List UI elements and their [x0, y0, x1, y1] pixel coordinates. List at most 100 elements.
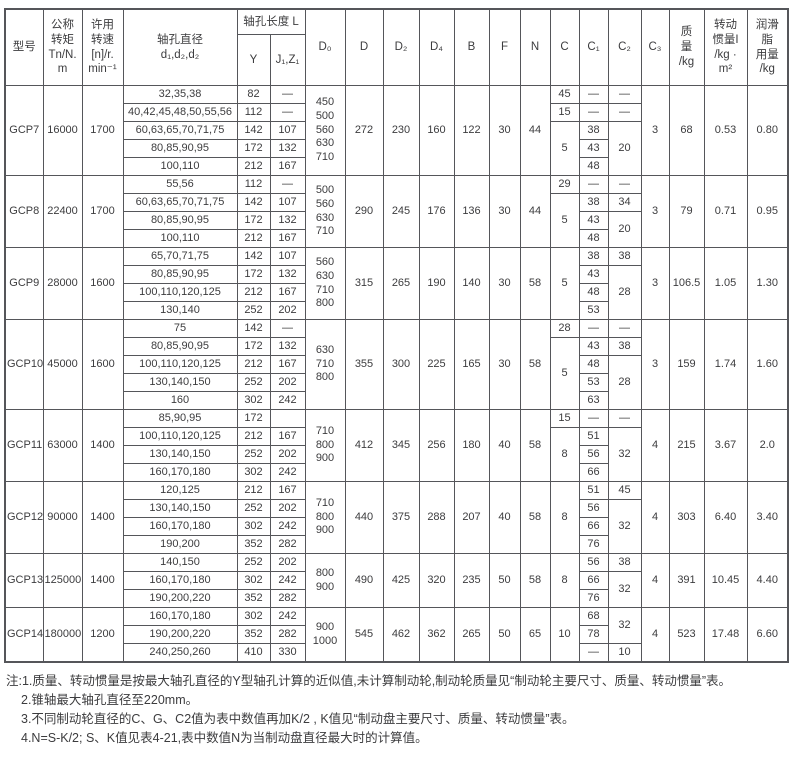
table-cell: 167	[269, 427, 306, 446]
table-cell: 38	[607, 247, 642, 266]
table-row: GCP14 180000 1200 160,170,180 302 242 900 1000…	[4, 607, 789, 663]
table-cell: 215	[668, 409, 705, 482]
table-cell: 80,85,90,95	[122, 265, 238, 284]
table-row: GCP9 28000 1600 65,70,71,75 142 107 560 630 71…	[4, 247, 789, 320]
table-cell: 28000	[42, 247, 83, 320]
table-cell: 30	[488, 247, 521, 320]
note-line-3: 3.不同制动轮直径的C、G、C2值为表中数值再加K/2 , K值见“制动盘主要尺…	[21, 712, 575, 726]
table-cell: 45	[607, 481, 642, 500]
table-cell: 78	[578, 625, 609, 644]
table-cell: 40	[488, 409, 521, 482]
table-cell: 56	[578, 445, 609, 464]
table-cell: 710 800 900	[304, 409, 346, 482]
header-c2: C₂	[607, 8, 642, 86]
table-row: 100,110,120,125 212 167 48	[5, 283, 788, 302]
table-cell: 4	[640, 553, 670, 608]
table-row: 190,200 352 282 76	[5, 535, 788, 554]
table-cell: 120,125	[122, 481, 238, 500]
table-cell: 107	[269, 193, 306, 212]
table-cell: 142	[236, 193, 271, 212]
header-c: C	[549, 8, 580, 86]
table-header: 型号 公称 转矩 Tn/N. m 许用 转速 [n]/r. min⁻¹ 轴孔直径 d₁…	[4, 8, 789, 86]
header-f: F	[488, 8, 521, 86]
table-cell: 288	[418, 481, 455, 554]
model-cell: GCP14	[4, 607, 44, 663]
table-cell: 0.95	[746, 175, 789, 248]
header-torque: 公称 转矩 Tn/N. m	[42, 8, 83, 86]
table-cell: 282	[269, 589, 306, 608]
table-cell: 167	[269, 283, 306, 302]
table-cell: 4	[640, 409, 670, 482]
table-cell: 100,110,120,125	[122, 283, 238, 302]
table-row: 100,110,120,125 212 167 8 51 32	[5, 427, 788, 482]
table-cell: 63	[578, 391, 609, 410]
table-cell: 80,85,90,95	[122, 139, 238, 158]
table-cell: 68	[578, 607, 609, 626]
table-cell: 79	[668, 175, 705, 248]
table-cell: 66	[578, 463, 609, 482]
table-cell: 410	[236, 643, 271, 663]
table-cell: 142	[236, 121, 271, 140]
table-cell: 10	[549, 607, 580, 663]
table-cell: 202	[269, 553, 306, 572]
table-cell: 302	[236, 571, 271, 590]
table-cell	[269, 409, 306, 428]
table-row: 160 302 242 63	[5, 391, 788, 410]
table-cell: 212	[236, 229, 271, 248]
table-cell: —	[269, 85, 306, 104]
table-cell: —	[578, 643, 609, 663]
table-cell: 63000	[42, 409, 83, 482]
table-cell: 245	[382, 175, 420, 248]
table-row: GCP12 90000 1400 120,125 212 167 710 800 900 44…	[4, 481, 789, 554]
table-cell: 30	[488, 319, 521, 410]
table-cell: 20	[607, 121, 642, 176]
table-cell: 58	[519, 409, 551, 482]
table-cell: 85,90,95	[122, 409, 238, 428]
table-cell: 352	[236, 625, 271, 644]
table-cell: 167	[269, 229, 306, 248]
table-cell: 282	[269, 625, 306, 644]
note-line-2: 2.锥轴最大轴孔直径至220mm。	[21, 693, 199, 707]
table-cell: 180000	[42, 607, 83, 663]
table-cell: 5	[549, 193, 580, 248]
table-cell: 56	[578, 553, 609, 572]
header-d: D	[344, 8, 384, 86]
table-cell: 15	[549, 103, 580, 122]
table-row: 60,63,65,70,71,75 142 107 5 38 34	[5, 193, 788, 248]
table-cell: 462	[382, 607, 420, 663]
table-cell: 202	[269, 445, 306, 464]
table-cell: 112	[236, 175, 271, 194]
table-cell: 53	[578, 373, 609, 392]
table-cell: 100,110	[122, 157, 238, 176]
table-cell: 130,140,150	[122, 373, 238, 392]
table-cell: 8	[549, 553, 580, 608]
table-cell: 43	[578, 265, 609, 284]
table-cell: 450 500 560 630 710	[304, 85, 346, 176]
table-cell: 32	[607, 427, 642, 482]
table-cell: 167	[269, 355, 306, 374]
table-row: 190,200,220 352 282 78	[5, 625, 788, 644]
header-inertia: 转动 惯量I /kg · m²	[703, 8, 748, 86]
table-cell: 252	[236, 373, 271, 392]
table-cell: 375	[382, 481, 420, 554]
model-cell: GCP12	[4, 481, 44, 554]
table-cell: 265	[453, 607, 490, 663]
header-j1z1: J₁,Z₁	[269, 34, 306, 86]
model-cell: GCP7	[4, 85, 44, 176]
table-cell: 44	[519, 175, 551, 248]
table-cell: 56	[578, 499, 609, 518]
header-c1: C₁	[578, 8, 609, 86]
table-cell: 142	[236, 247, 271, 266]
table-cell: 1400	[81, 409, 124, 482]
table-cell: 75	[122, 319, 238, 338]
table-cell: 272	[344, 85, 384, 176]
notes: 注:1.质量、转动惯量是按最大轴孔直径的Y型轴孔计算的近似值,未计算制动轮,制动…	[4, 672, 791, 748]
table-cell: 40,42,45,48,50,55,56	[122, 103, 238, 122]
table-row: 130,140,150 252 202 56 32	[5, 499, 788, 554]
table-cell: 202	[269, 373, 306, 392]
table-cell: 142	[236, 319, 271, 338]
table-row: GCP10 45000 1600 75 142—630 710 800 355 300 225…	[4, 319, 789, 410]
header-c3: C₃	[640, 8, 670, 86]
header-speed: 许用 转速 [n]/r. min⁻¹	[81, 8, 124, 86]
table-cell: 3	[640, 319, 670, 410]
